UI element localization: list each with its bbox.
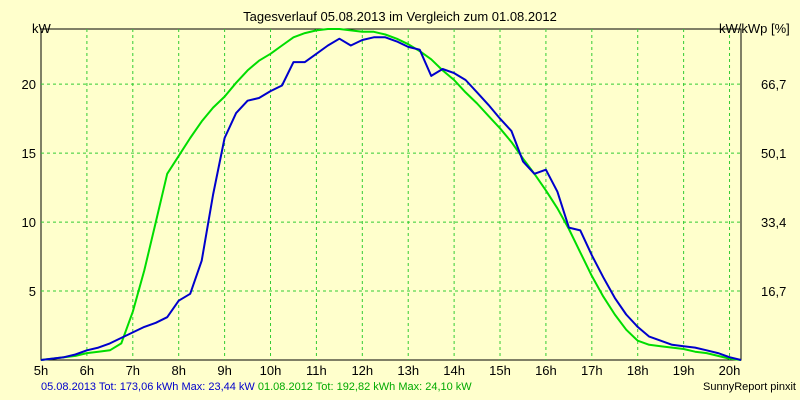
y-tick-label-right: 16,7 [761,284,786,299]
footer-credit: SunnyReport pinxit [703,381,796,393]
footer-summary-2012: 01.08.2012 Tot: 192,82 kWh Max: 24,10 kW [257,381,472,393]
chart-title: Tagesverlauf 05.08.2013 im Vergleich zum… [243,9,557,24]
x-tick-label: 7h [126,363,140,378]
grid [41,29,741,360]
series [40,28,742,361]
x-tick-label: 9h [217,363,231,378]
series-line-05-08-2013 [40,36,742,361]
x-tick-label: 8h [171,363,185,378]
footer-summary: 05.08.2013 Tot: 173,06 kWh Max: 23,44 kW… [41,381,472,393]
x-tick-label: 13h [397,363,419,378]
series-line-01-08-2012 [40,28,742,361]
y-tick-label-right: 33,4 [761,215,786,230]
x-tick-label: 5h [34,363,48,378]
x-tick-label: 11h [306,363,327,378]
x-tick-label: 10h [260,363,282,378]
x-tick-label: 6h [80,363,94,378]
x-tick-label: 20h [719,363,741,378]
y-tick-label-left: 15 [22,146,36,161]
x-tick-label: 12h [351,363,373,378]
ticks: 5h 6h 7h 8h 9h 10h 11h 12h 13h 14h 15h 16h 17h 18h 19h… [22,77,787,378]
x-tick-label: 15h [489,363,511,378]
footer-summary-2013: 05.08.2013 Tot: 173,06 kWh Max: 23,44 kW [41,381,255,393]
x-tick-label: 17h [581,363,603,378]
y-axis-label-right: kW/kWp [%] [719,21,790,36]
x-tick-label: 16h [535,363,557,378]
plot-background [40,28,742,361]
y-tick-label-left: 20 [22,77,36,92]
y-tick-label-left: 5 [29,284,36,299]
y-tick-label-right: 66,7 [761,77,786,92]
x-tick-label: 14h [443,363,465,378]
x-tick-label: 18h [627,363,649,378]
y-tick-label-left: 10 [22,215,36,230]
x-tick-label: 19h [673,363,695,378]
y-tick-label-right: 50,1 [761,146,786,161]
y-axis-label-left: kW [32,21,52,36]
